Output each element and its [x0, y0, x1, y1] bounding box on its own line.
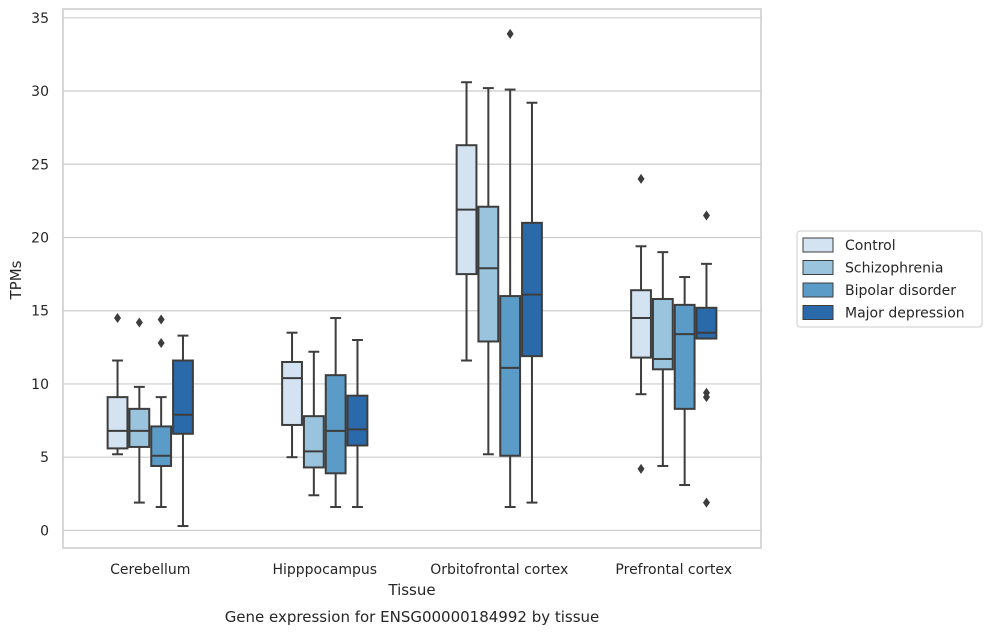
box-iqr: [651, 298, 674, 371]
y-tick-label: 30: [31, 84, 49, 100]
legend-swatch: [802, 260, 834, 275]
box-iqr: [302, 415, 325, 469]
legend-swatch: [802, 305, 834, 320]
outlier-point: [157, 337, 165, 348]
x-axis-title: Tissue: [387, 581, 435, 599]
y-tick-label: 25: [31, 157, 49, 173]
outlier-point: [702, 392, 710, 403]
outlier-point: [506, 28, 514, 39]
plot-frame: [62, 8, 762, 549]
box-element: [455, 81, 478, 362]
series-group: [172, 101, 718, 528]
legend-label: Schizophrenia: [845, 261, 943, 277]
box-element: [630, 173, 652, 474]
box-iqr: [477, 205, 500, 343]
box-element: [477, 87, 500, 456]
outlier-point: [135, 317, 143, 328]
legend-label: Bipolar disorder: [845, 283, 956, 299]
y-tick-label: 15: [31, 304, 49, 320]
chart-caption: Gene expression for ENSG00000184992 by t…: [225, 608, 600, 626]
y-tick-label: 20: [31, 230, 49, 246]
box-iqr: [172, 359, 194, 435]
outlier-point: [157, 314, 165, 325]
y-axis-title: TPMs: [7, 260, 25, 300]
box-element: [106, 313, 129, 456]
box-iqr: [673, 303, 696, 410]
x-tick-label: Hipppocampus: [272, 562, 377, 578]
y-tick-label: 35: [31, 11, 49, 27]
legend-label: Control: [845, 238, 896, 254]
y-tick-label: 0: [40, 523, 49, 539]
box-iqr: [630, 289, 652, 359]
box-iqr: [281, 360, 303, 426]
box-element: [172, 334, 194, 528]
x-tick-label: Prefrontal cortex: [615, 562, 732, 578]
y-tick-label: 5: [40, 450, 49, 466]
box-element: [673, 276, 696, 487]
box-iqr: [499, 295, 522, 457]
outlier-point: [114, 313, 122, 324]
box-element: [695, 210, 718, 508]
legend: Control Schizophrenia Bipolar disorder Majo…: [796, 230, 983, 328]
box-iqr: [695, 306, 718, 340]
y-tick-labels: 0 5 10 15 20 25 30 35: [31, 11, 49, 540]
box-element: [521, 101, 543, 504]
box-series-group: [106, 28, 718, 528]
box-element: [499, 28, 522, 508]
outlier-point: [702, 497, 710, 508]
box-element: [302, 350, 325, 497]
outlier-point: [637, 463, 645, 474]
legend-frame: [796, 230, 983, 328]
outlier-point: [702, 210, 710, 221]
x-tick-labels: Cerebellum Hipppocampus Orbitofrontal cort…: [110, 562, 732, 578]
box-iqr: [106, 396, 129, 450]
box-iqr: [521, 221, 543, 358]
series-group: [128, 87, 674, 504]
box-element: [150, 314, 173, 508]
box-element: [128, 317, 151, 504]
box-element: [651, 251, 674, 467]
y-tick-label: 10: [31, 377, 49, 393]
box-iqr: [324, 374, 347, 475]
box-iqr: [150, 425, 173, 467]
legend-swatch: [802, 237, 834, 253]
box-iqr: [128, 407, 151, 448]
x-tick-label: Cerebellum: [110, 562, 190, 578]
box-element: [281, 331, 303, 459]
x-tick-label: Orbitofrontal cortex: [430, 562, 568, 578]
series-group: [106, 81, 652, 474]
box-iqr: [346, 394, 369, 447]
legend-swatch: [802, 282, 834, 298]
legend-label: Major depression: [845, 306, 965, 322]
box-element: [324, 317, 347, 508]
box-element: [346, 339, 369, 508]
series-group: [150, 28, 696, 508]
outlier-point: [637, 173, 645, 184]
